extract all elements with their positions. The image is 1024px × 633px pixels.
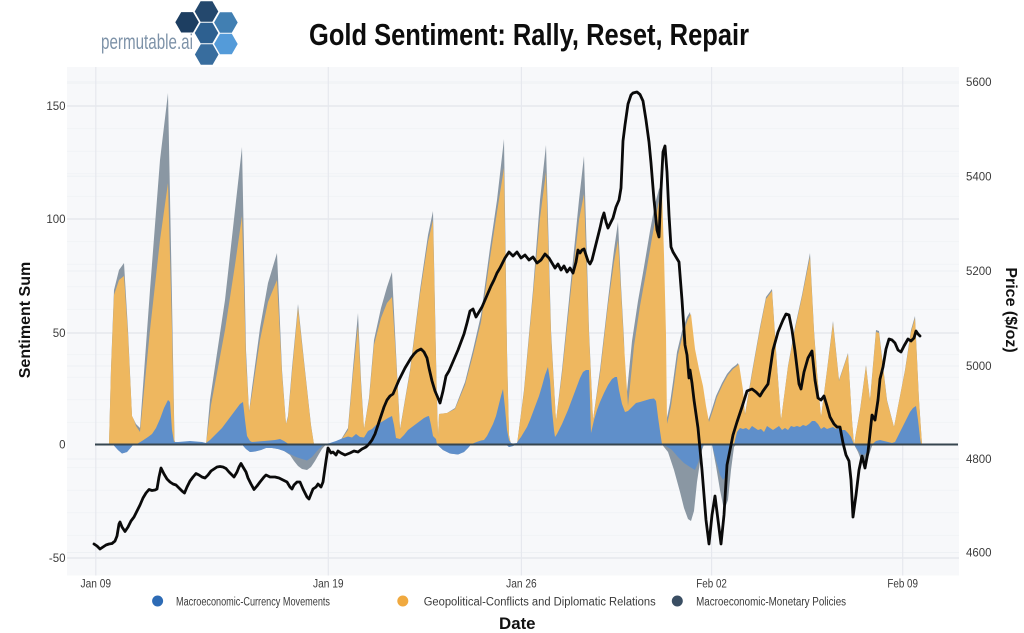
svg-text:permutable.ai: permutable.ai: [101, 30, 193, 54]
svg-text:-50: -50: [49, 553, 66, 565]
svg-text:Date: Date: [499, 615, 536, 633]
svg-text:Sentiment Sum: Sentiment Sum: [17, 262, 34, 378]
svg-text:Jan 19: Jan 19: [313, 576, 344, 590]
svg-text:150: 150: [46, 101, 65, 113]
svg-text:Geopolitical-Conflicts and Dip: Geopolitical-Conflicts and Diplomatic Re…: [424, 596, 656, 608]
svg-text:Gold Sentiment: Rally, Reset,: Gold Sentiment: Rally, Reset, Repair: [309, 17, 749, 52]
svg-text:5400: 5400: [966, 171, 992, 183]
svg-text:Price ($/oz): Price ($/oz): [1002, 267, 1019, 352]
svg-text:0: 0: [59, 440, 65, 452]
svg-text:4800: 4800: [966, 454, 992, 466]
svg-text:5000: 5000: [966, 361, 992, 373]
svg-text:100: 100: [46, 214, 65, 226]
svg-text:Jan 09: Jan 09: [81, 576, 112, 590]
svg-text:Jan 26: Jan 26: [506, 576, 537, 590]
svg-text:Feb 02: Feb 02: [696, 576, 727, 590]
svg-text:50: 50: [53, 328, 66, 340]
svg-text:4600: 4600: [966, 548, 992, 560]
svg-text:5200: 5200: [966, 266, 992, 278]
svg-text:Macroeconomic-Currency Movemen: Macroeconomic-Currency Movements: [176, 596, 330, 608]
svg-text:Feb 09: Feb 09: [887, 576, 918, 590]
svg-text:5600: 5600: [966, 77, 992, 89]
svg-text:Macroeconomic-Monetary Policie: Macroeconomic-Monetary Policies: [696, 596, 846, 608]
